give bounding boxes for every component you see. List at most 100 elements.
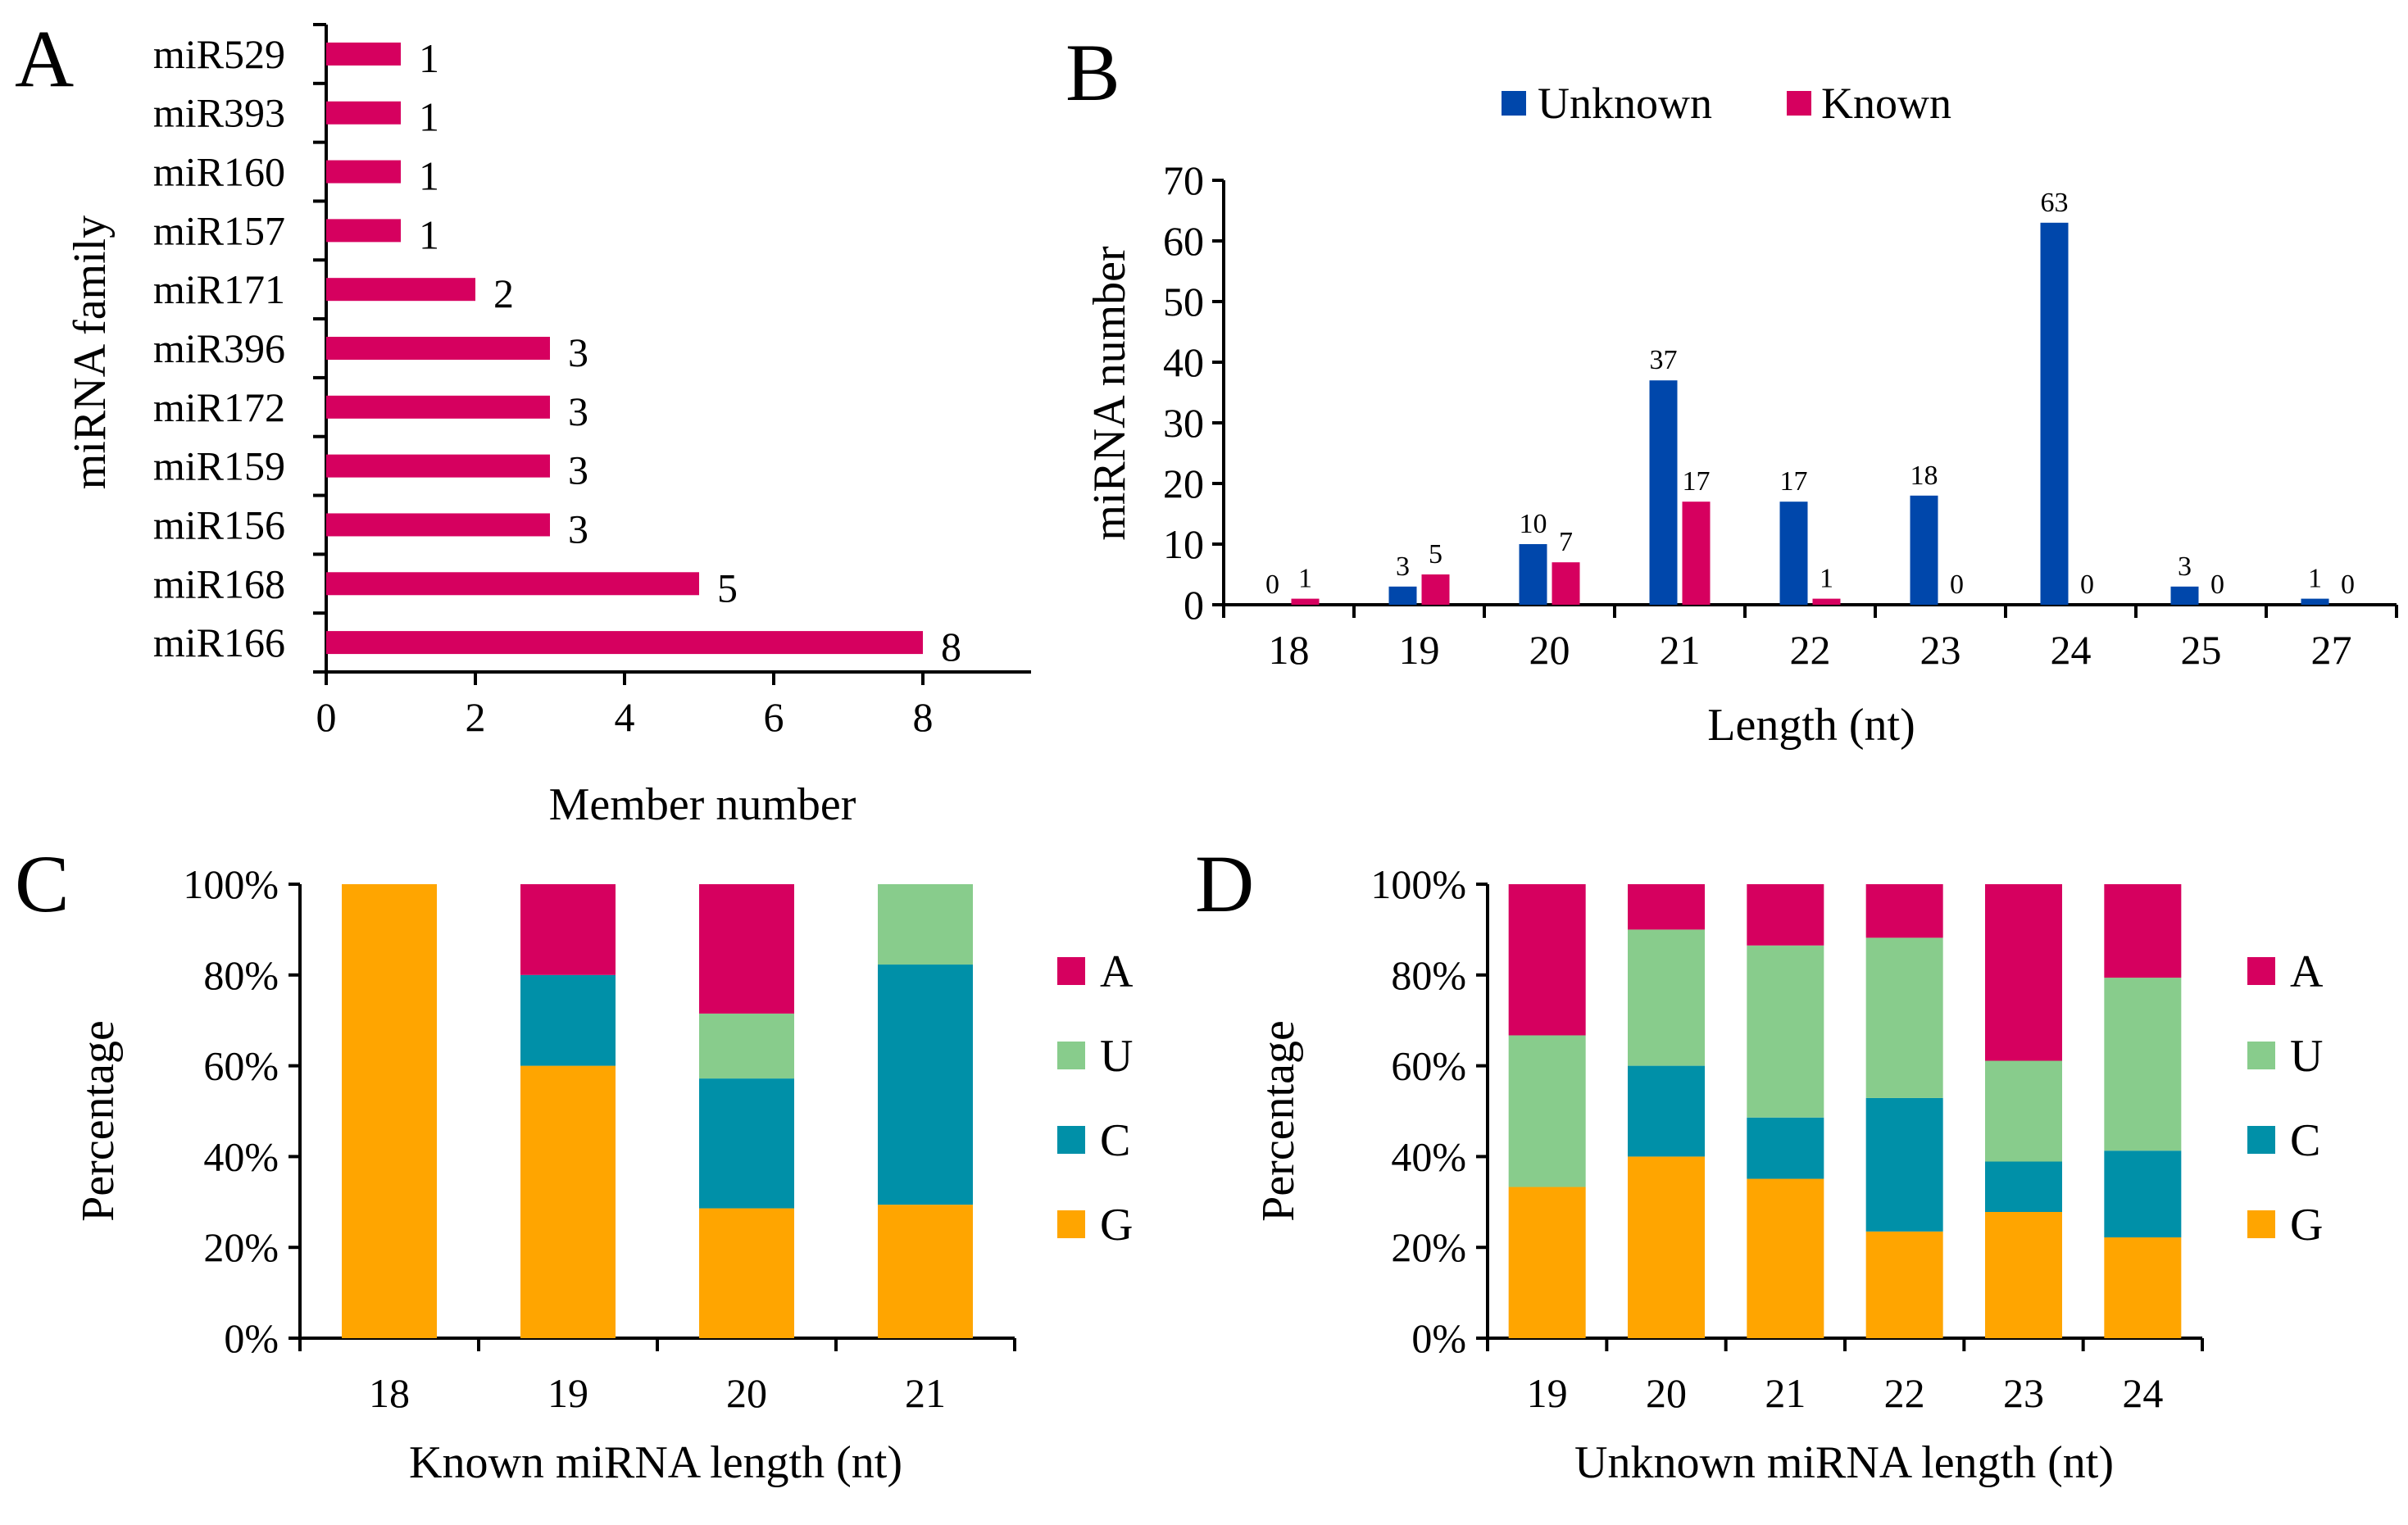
a-bar [326,337,550,360]
d-bar-segment-g [1747,1178,1824,1338]
b-x-tick-label: 23 [1920,627,1961,673]
b-bar-unknown [1910,495,1938,605]
d-bar-segment-g [2104,1237,2182,1338]
a-data-label: 8 [941,624,961,669]
a-y-axis-title: miRNA family [65,216,116,489]
b-data-label-known: 1 [1820,564,1833,594]
b-x-tick-label: 21 [1660,627,1701,673]
b-data-label-known: 7 [1559,527,1573,557]
b-bar-unknown [1388,586,1417,605]
d-bar-segment-a [1865,884,1943,938]
d-bar-segment-g [1865,1231,1943,1338]
a-y-tick-label: miR529 [153,31,285,77]
b-data-label-unknown: 17 [1780,466,1808,497]
d-y-tick-label: 20% [1391,1224,1466,1270]
b-x-tick-label: 25 [2181,627,2222,673]
d-x-tick-label: 23 [2003,1370,2044,1416]
b-bar-unknown [1519,544,1547,605]
c-y-tick-label: 60% [203,1043,279,1089]
d-bar-segment-c [1628,1065,1705,1157]
d-x-tick-label: 20 [1646,1370,1687,1416]
d-x-axis-title: Unknown miRNA length (nt) [1574,1437,2114,1488]
c-y-tick-label: 80% [203,952,279,998]
panel-letter-a: A [15,13,74,104]
c-y-tick-label: 100% [183,861,279,907]
d-x-tick-label: 22 [1884,1370,1925,1416]
b-x-tick-label: 20 [1529,627,1570,673]
b-data-label-known: 0 [1950,570,1964,600]
b-legend-label-unknown: Unknown [1538,79,1712,128]
a-bar [326,454,550,478]
d-bar-segment-u [1508,1035,1586,1187]
c-bar-segment-u [699,1013,794,1079]
a-x-tick-label: 2 [466,694,486,740]
a-x-tick-label: 6 [764,694,784,740]
d-y-axis-title: Percentage [1253,1020,1304,1222]
c-bar-segment-c [520,974,616,1066]
c-legend-swatch-u [1057,1042,1085,1069]
panel-a-chart: 0 2 4 6 8 miR529 1 miR393 1 miR160 1 miR157 1 miR171 2… [65,23,1031,830]
d-legend-swatch-c [2247,1126,2275,1154]
a-data-label: 3 [568,329,588,375]
b-bar-known [1812,598,1841,605]
a-x-tick-label: 0 [316,694,337,740]
c-legend-label-a: A [1100,946,1134,997]
panel-letter-b: B [1065,27,1120,118]
d-legend-label-g: G [2290,1200,2323,1250]
d-y-tick-label: 80% [1391,952,1466,998]
a-bar [326,160,401,184]
a-y-tick-label: miR172 [153,384,285,430]
d-legend-label-c: C [2290,1115,2320,1166]
d-bar-segment-a [2104,884,2182,978]
d-y-tick-label: 40% [1391,1133,1466,1179]
b-data-label-unknown: 37 [1650,345,1678,375]
b-x-tick-label: 19 [1399,627,1440,673]
a-bar [326,101,401,125]
a-x-axis-title: Member number [549,779,856,830]
b-y-tick-label: 20 [1163,461,1204,506]
d-bar-segment-a [1508,884,1586,1036]
b-data-label-unknown: 3 [1396,551,1410,582]
c-legend-label-u: U [1100,1031,1133,1082]
b-data-label-unknown: 10 [1520,509,1547,539]
a-y-tick-label: miR171 [153,266,285,312]
a-y-tick-label: miR156 [153,502,285,547]
a-y-tick-label: miR160 [153,149,285,195]
b-data-label-known: 0 [2080,570,2094,600]
b-bar-unknown [1649,380,1678,605]
d-y-tick-label: 0% [1411,1315,1466,1361]
d-bar-segment-g [1985,1211,2062,1338]
c-x-tick-label: 19 [547,1370,588,1416]
c-bar-segment-u [878,884,973,965]
b-bar-known [1682,502,1711,605]
b-y-tick-label: 10 [1163,521,1204,567]
c-bar-segment-g [699,1208,794,1338]
b-data-label-known: 17 [1683,466,1711,497]
b-data-label-known: 1 [1298,564,1312,594]
panel-letter-d: D [1195,838,1254,929]
b-bar-unknown [1779,502,1808,605]
b-data-label-unknown: 0 [1265,570,1279,600]
d-bar-segment-a [1628,884,1705,930]
d-bar-segment-u [1865,937,1943,1098]
c-bar-segment-a [520,884,616,975]
b-x-axis-title: Length (nt) [1707,700,1915,751]
b-x-tick-label: 22 [1790,627,1831,673]
d-bar-segment-u [1628,929,1705,1066]
b-bar-unknown [2040,222,2069,605]
b-data-label-known: 0 [2341,570,2355,600]
b-bar-unknown [2170,586,2199,605]
a-bar [326,42,401,66]
b-bar-unknown [2301,598,2329,605]
d-legend-label-u: U [2290,1031,2323,1082]
c-legend-swatch-c [1057,1126,1085,1154]
c-bar-segment-g [342,884,437,1338]
d-bar-segment-a [1747,884,1824,946]
a-y-tick-label: miR396 [153,325,285,371]
c-y-tick-label: 40% [203,1133,279,1179]
d-bar-segment-u [1985,1060,2062,1162]
a-data-label: 5 [717,565,738,610]
b-data-label-unknown: 1 [2308,564,2322,594]
